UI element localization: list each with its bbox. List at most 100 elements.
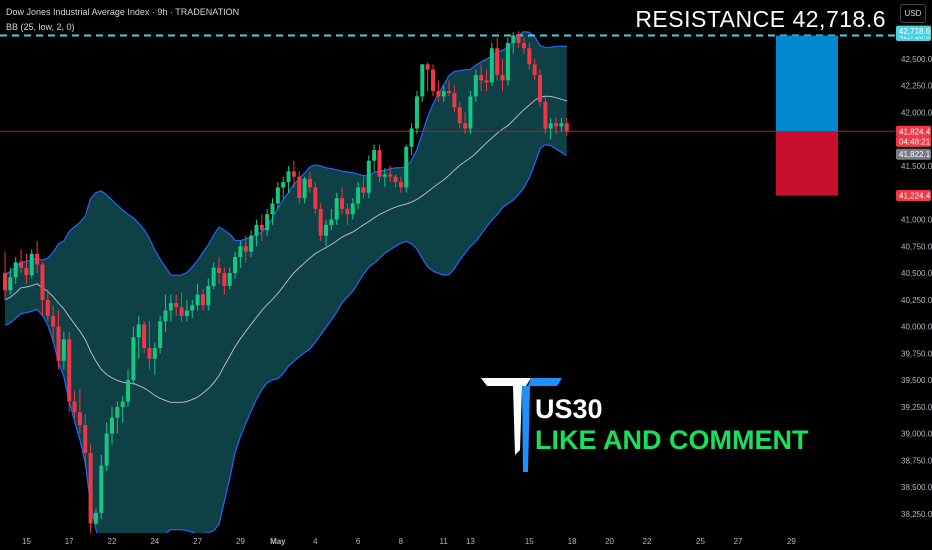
candle-body (302, 178, 307, 199)
candle-body (3, 273, 7, 291)
price-tick-label: 40,750.0 (901, 242, 932, 251)
logo-blue-stem (522, 386, 530, 472)
time-tick-label: 15 (525, 537, 534, 546)
candle-body (388, 174, 393, 177)
candle (297, 171, 302, 204)
price-badge-label: 41,224.4 (899, 192, 931, 201)
logo-white-stem (513, 386, 522, 455)
candle (40, 262, 45, 316)
candle-body (548, 123, 553, 129)
candle (3, 251, 7, 300)
candle-body (543, 101, 548, 129)
candle (222, 267, 227, 295)
candle-body (377, 149, 382, 177)
candle-body (457, 107, 462, 124)
candle (302, 176, 307, 204)
candle (404, 144, 409, 193)
candle (318, 203, 323, 241)
candle (174, 294, 179, 316)
candle-body (8, 277, 13, 291)
candle-body (291, 171, 296, 177)
time-tick-label: 18 (568, 537, 577, 546)
candle (425, 62, 430, 92)
candle-body (447, 91, 452, 94)
candle (543, 96, 548, 134)
stop-loss-box (776, 131, 838, 196)
price-levels (0, 34, 895, 132)
candle-body (227, 273, 232, 286)
time-tick-label: 27 (193, 537, 202, 546)
candle-body (484, 80, 489, 83)
candle (388, 166, 393, 183)
candle (29, 249, 34, 279)
candle (142, 321, 147, 354)
time-tick-label: 6 (356, 537, 361, 546)
candle-body (366, 160, 371, 193)
candle-body (505, 42, 510, 81)
candle-body (211, 267, 216, 286)
candle (377, 144, 382, 183)
price-badge: 41,824.4 (896, 125, 931, 137)
candle-body (233, 257, 238, 274)
candle-body (425, 64, 430, 70)
candle (548, 117, 553, 140)
price-tick-label: 38,250.0 (901, 510, 932, 519)
candle (532, 58, 537, 81)
time-tick-label: 8 (399, 537, 404, 546)
candle-body (254, 224, 259, 236)
candle (99, 455, 104, 520)
candle (243, 235, 248, 263)
candle (67, 331, 72, 413)
indicator-legend[interactable]: BB (25, low, 2, 0) (6, 22, 75, 32)
candle (500, 58, 505, 92)
candle-body (131, 337, 136, 381)
price-tick-label: 40,000.0 (901, 323, 932, 332)
candle-body (142, 324, 147, 349)
brand-logo (481, 378, 562, 472)
candle (286, 166, 291, 193)
candle-body (88, 452, 93, 524)
price-axis[interactable]: 42,500.0 42,250.0 42,000.0 41,500.0 41,000.0… (895, 0, 932, 550)
candle-body (217, 267, 221, 274)
price-tick-label: 42,250.0 (901, 82, 932, 91)
candle (120, 396, 125, 423)
candle (495, 37, 500, 81)
candle (463, 112, 468, 134)
candle-body (372, 149, 377, 161)
candle (457, 101, 462, 129)
currency-button[interactable]: USD (900, 4, 926, 23)
candle (516, 31, 521, 49)
candle (313, 182, 318, 215)
candle-body (19, 262, 24, 268)
candle-body (479, 75, 484, 81)
time-tick-label: 24 (150, 537, 159, 546)
candle-body (126, 380, 131, 402)
candle (56, 310, 61, 370)
target-box (776, 35, 838, 132)
time-axis[interactable]: 15 17 22 24 27 29 May 4 6 8 11 13 15 18 20 22 25 27 29 (0, 533, 932, 550)
price-tick-label: 38,500.0 (901, 483, 932, 492)
candle-body (13, 262, 18, 278)
price-badge: 41,822.1 (896, 148, 931, 160)
candle (447, 80, 452, 97)
candle-body (334, 198, 339, 220)
brand-title: US30 (535, 394, 603, 424)
time-tick-label: May (270, 537, 286, 546)
candle (227, 267, 232, 290)
candle-body (243, 246, 248, 252)
price-badge-bg (896, 190, 931, 202)
candle (382, 168, 387, 188)
candle (195, 283, 200, 311)
candle (307, 171, 312, 193)
candle-body (83, 425, 88, 453)
candle-body (77, 412, 82, 426)
candle-body (297, 176, 302, 199)
candle-body (168, 303, 173, 311)
candle-body (184, 310, 189, 316)
time-tick-label: 17 (65, 537, 74, 546)
price-tick-label: 39,750.0 (901, 349, 932, 358)
price-tick-label: 41,000.0 (901, 216, 932, 225)
candle-body (179, 307, 184, 316)
candle (409, 123, 414, 156)
